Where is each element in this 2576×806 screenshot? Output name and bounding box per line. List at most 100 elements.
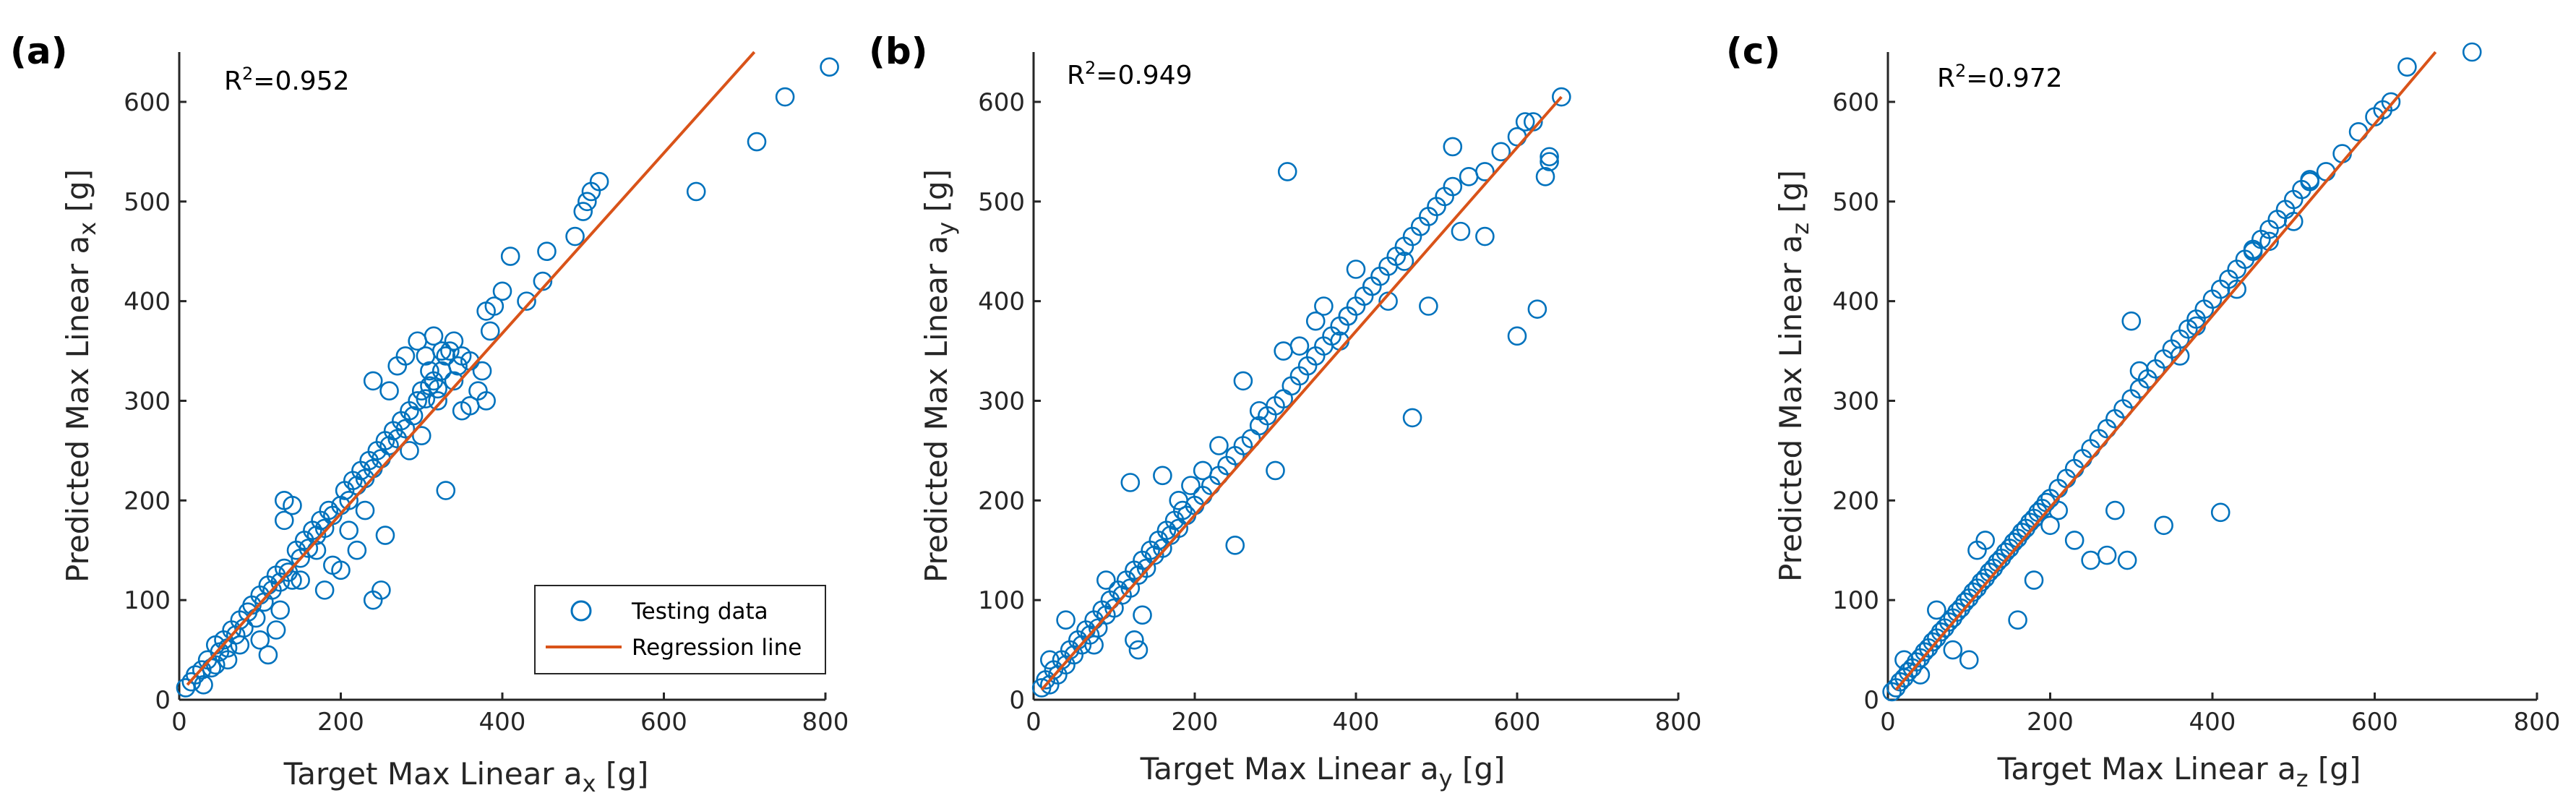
panel-a-ylabel: Predicted Max Linear ax [g] bbox=[60, 169, 101, 583]
panel-b-data-point bbox=[1209, 436, 1229, 455]
panel-a-data-point bbox=[400, 441, 419, 460]
panel-a-x-tick-label: 600 bbox=[640, 708, 687, 737]
panel-b-data-point bbox=[1289, 336, 1310, 356]
panel-c-x-tick-label: 800 bbox=[2514, 708, 2561, 737]
panel-c-data-point bbox=[2227, 279, 2246, 299]
panel-a-data-point bbox=[440, 341, 460, 361]
panel-a-data-point bbox=[432, 341, 452, 361]
panel-c-data-point bbox=[2316, 162, 2336, 181]
panel-c-data-point bbox=[2462, 42, 2482, 62]
panel-b-data-point bbox=[1305, 311, 1326, 331]
panel-a-y-tick-label: 200 bbox=[124, 486, 171, 515]
panel-b-data-point bbox=[1491, 142, 1511, 162]
panel-a-data-point bbox=[355, 500, 375, 520]
panel-b-data-point bbox=[1515, 112, 1535, 132]
panel-b-data-point bbox=[1419, 296, 1438, 316]
panel-c-data-point bbox=[2105, 500, 2125, 520]
panel-c-y-tick-label: 400 bbox=[1832, 288, 1879, 317]
panel-b-data-point bbox=[1552, 87, 1571, 107]
panel-c-data-point bbox=[2040, 515, 2060, 536]
panel-c-regression-line bbox=[1894, 51, 2437, 691]
panel-b-data-point bbox=[1459, 167, 1479, 187]
panel-c-data-point bbox=[2008, 610, 2027, 630]
panel-b-y-tick-label: 200 bbox=[978, 486, 1025, 515]
panel-a-data-point bbox=[218, 650, 238, 670]
panel-b-r2: R2=0.949 bbox=[1067, 58, 1193, 90]
panel-a-data-point bbox=[379, 381, 399, 400]
panel-b-data-point bbox=[1153, 466, 1172, 486]
panel-c: (c) R2=0.972 Target Max Linear az [g] Pr… bbox=[1726, 30, 2560, 792]
panel-a-y-tick-label: 300 bbox=[124, 387, 171, 416]
panel-c-data-point bbox=[2210, 502, 2231, 523]
panel-b-data-point bbox=[1172, 500, 1193, 520]
panel-a-x-tick-label: 200 bbox=[317, 708, 364, 737]
panel-a-data-point bbox=[331, 560, 351, 580]
panel-a-data-point bbox=[492, 281, 512, 301]
legend: Testing data Regression line bbox=[534, 585, 826, 674]
panel-b-data-point bbox=[1338, 306, 1358, 326]
legend-regression-label: Regression line bbox=[632, 635, 802, 661]
panel-c-data-point bbox=[2097, 545, 2117, 565]
panel-a-data-point bbox=[319, 500, 339, 520]
panel-b-x-tick-label: 0 bbox=[1026, 708, 1042, 737]
panel-a-r2: R2=0.952 bbox=[224, 64, 350, 96]
panel-c-data-point bbox=[2064, 531, 2085, 550]
panel-b-data-point bbox=[1274, 341, 1293, 361]
panel-c-x-tick-label: 0 bbox=[1880, 708, 1896, 737]
panel-a-data-point bbox=[820, 57, 839, 77]
panel-c-data-point bbox=[1959, 650, 1979, 670]
panel-a-data-point bbox=[578, 192, 597, 212]
panel-b-regression-line bbox=[1040, 95, 1563, 691]
panel-a-data-point bbox=[747, 132, 767, 152]
panel-b-data-point bbox=[1181, 476, 1201, 495]
panel-b-x-tick-label: 600 bbox=[1494, 708, 1541, 737]
panel-c-data-point bbox=[1910, 665, 1931, 685]
panel-a-y-tick-label: 600 bbox=[124, 88, 171, 117]
panel-b-data-point bbox=[1443, 176, 1463, 197]
panel-b-data-point bbox=[1507, 326, 1527, 346]
panel-b-label: (b) bbox=[869, 30, 928, 72]
panel-a-data-point bbox=[484, 296, 505, 316]
panel-c-y-tick-label: 500 bbox=[1832, 188, 1879, 217]
panel-c-data-point bbox=[2243, 241, 2263, 261]
panel-b-data-point bbox=[1475, 226, 1495, 246]
panel-c-data-point bbox=[1943, 640, 1963, 660]
panel-a-data-point bbox=[500, 246, 520, 266]
panel-a-data-point bbox=[420, 376, 439, 396]
panel-b-data-point bbox=[1133, 605, 1152, 625]
panel-a-data-point bbox=[314, 580, 335, 600]
panel-b-y-tick-label: 400 bbox=[978, 288, 1025, 317]
panel-b-data-point bbox=[1169, 491, 1188, 510]
panel-c-y-tick-label: 100 bbox=[1832, 586, 1879, 615]
panel-b-data-point bbox=[1394, 252, 1414, 271]
panel-a-data-point bbox=[283, 495, 302, 515]
panel-b-data-point bbox=[1402, 408, 1422, 428]
panel-a-data-point bbox=[411, 426, 432, 446]
panel-a-data-point bbox=[339, 491, 359, 510]
panel-c-data-point bbox=[2381, 92, 2401, 112]
panel-b: (b) R2=0.949 Target Max Linear ay [g] Pr… bbox=[869, 30, 1701, 792]
panel-c-data-point bbox=[1894, 650, 1914, 670]
panel-c-x-tick-label: 400 bbox=[2189, 708, 2236, 737]
panel-b-data-point bbox=[1362, 276, 1382, 296]
panel-b-data-point bbox=[1128, 640, 1149, 660]
panel-a-data-point bbox=[686, 181, 706, 202]
panel-c-data-point bbox=[2117, 550, 2137, 570]
panel-a-y-tick-label: 400 bbox=[124, 288, 171, 317]
legend-testing-label: Testing data bbox=[631, 599, 768, 625]
panel-c-x-tick-label: 200 bbox=[2027, 708, 2074, 737]
panel-a-data-point bbox=[347, 540, 367, 560]
panel-b-data-point bbox=[1475, 162, 1495, 181]
panel-c-y-tick-label: 300 bbox=[1832, 387, 1879, 416]
panel-c-data-point bbox=[2024, 570, 2044, 590]
panel-c-y-tick-label: 0 bbox=[1863, 686, 1879, 715]
panel-a-data-point bbox=[375, 526, 395, 545]
panel-a-data-point bbox=[476, 391, 496, 411]
panel-a-data-point bbox=[339, 520, 359, 540]
panel-a-data-point bbox=[480, 321, 500, 341]
panel-c-y-tick-label: 200 bbox=[1832, 486, 1879, 515]
panel-a-data-point bbox=[517, 291, 536, 311]
panel-b-data-point bbox=[1540, 152, 1559, 171]
panel-b-data-point bbox=[1266, 460, 1285, 481]
